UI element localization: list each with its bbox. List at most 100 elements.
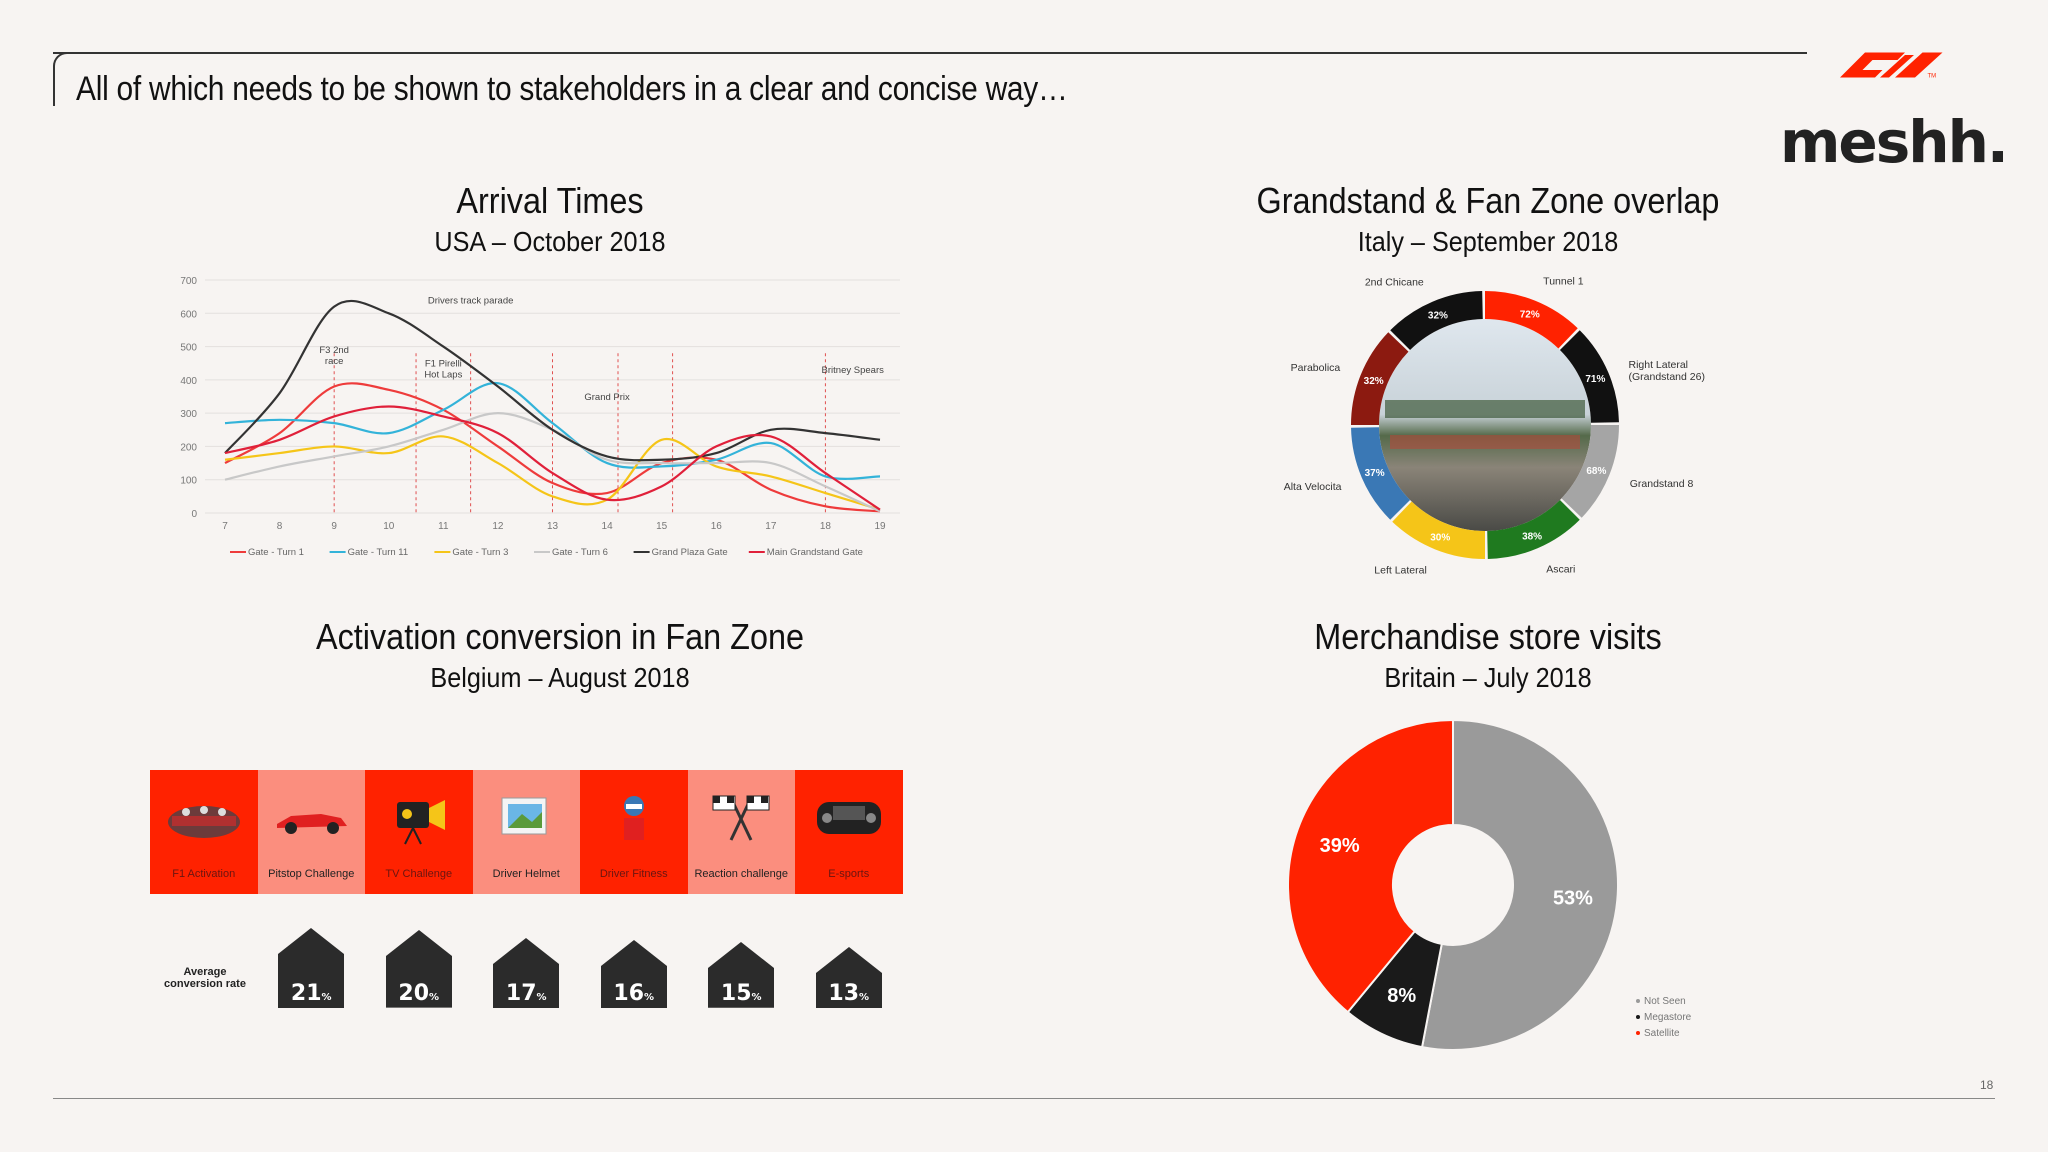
legend-label: Not Seen xyxy=(1644,996,1686,1007)
conversion-value: 16% xyxy=(613,980,655,1006)
arrival-times-subtitle: USA – October 2018 xyxy=(434,226,666,257)
activation-tile: Reaction challenge xyxy=(687,770,795,894)
conversion-house: 13% xyxy=(815,947,882,1008)
legend-entry: Gate - Turn 6 xyxy=(534,547,608,558)
slide-frame-corner xyxy=(53,52,73,106)
donut-slice xyxy=(1287,718,1454,1014)
x-tick-label: 18 xyxy=(820,521,832,532)
x-tick-label: 17 xyxy=(765,521,777,532)
segment-value: 72% xyxy=(1520,310,1540,321)
slide-title: All of which needs to be shown to stakeh… xyxy=(76,70,1068,108)
y-tick-label: 100 xyxy=(180,476,197,487)
legend-swatch xyxy=(1636,1031,1640,1035)
x-tick-label: 16 xyxy=(711,521,723,532)
ring-segment xyxy=(1390,291,1483,351)
legend-entry: Grand Plaza Gate xyxy=(633,547,728,558)
arrival-times-title: Arrival Times xyxy=(456,180,644,221)
page-number: 18 xyxy=(1980,1078,1994,1092)
y-tick-label: 500 xyxy=(180,343,197,354)
activation-icon xyxy=(594,788,674,848)
legend-entry: Main Grandstand Gate xyxy=(748,547,863,558)
overlap-subtitle: Italy – September 2018 xyxy=(1357,226,1619,257)
legend-label: Grand Plaza Gate xyxy=(652,547,728,558)
segment-value: 30% xyxy=(1430,532,1450,543)
x-tick-label: 10 xyxy=(383,521,395,532)
annotation-label: F1 Pirelli Hot Laps xyxy=(424,359,462,381)
segment-label: Grandstand 8 xyxy=(1630,478,1694,490)
annotation-label: F3 2nd race xyxy=(319,345,349,367)
legend-entry: Satellite xyxy=(1636,1028,1680,1039)
segment-value: 71% xyxy=(1585,374,1605,385)
activation-subtitle: Belgium – August 2018 xyxy=(430,662,690,693)
activation-tile-label: Driver Fitness xyxy=(599,868,668,880)
legend-entry: Megastore xyxy=(1636,1012,1692,1023)
series-line-grand-plaza-gate xyxy=(224,299,881,462)
x-tick-label: 15 xyxy=(656,521,668,532)
y-tick-label: 600 xyxy=(180,309,197,320)
annotation-label: Britney Spears xyxy=(822,365,885,376)
donut-value-label: 8% xyxy=(1387,985,1416,1007)
x-tick-label: 19 xyxy=(874,521,886,532)
activation-tile-label: Reaction challenge xyxy=(694,868,789,880)
activation-icon xyxy=(486,788,566,848)
ring-segment xyxy=(1351,332,1409,425)
activation-tile-label: Driver Helmet xyxy=(492,868,560,880)
legend-entry: Gate - Turn 11 xyxy=(329,547,408,558)
ring-segment xyxy=(1561,425,1619,518)
legend-swatch xyxy=(1636,999,1640,1003)
legend-entry: Not Seen xyxy=(1636,996,1686,1007)
annotation-label: Grand Prix xyxy=(584,392,630,403)
activation-tile: Driver Helmet xyxy=(472,770,580,894)
segment-value: 32% xyxy=(1428,311,1448,322)
ring-segment xyxy=(1351,427,1411,520)
footer-line xyxy=(53,1098,1995,1099)
slide-frame-top-line xyxy=(53,52,1807,54)
segment-value: 32% xyxy=(1364,376,1384,387)
ring-segment xyxy=(1487,499,1580,559)
legend-label: Megastore xyxy=(1644,1012,1692,1023)
legend-label: Gate - Turn 1 xyxy=(248,547,304,558)
legend-entry: Gate - Turn 3 xyxy=(434,547,508,558)
series-line-gate-turn-1 xyxy=(224,382,881,513)
photo-crowd xyxy=(1390,435,1580,449)
activation-icon xyxy=(809,788,889,848)
donut-slice xyxy=(1420,718,1619,1051)
activation-icon xyxy=(164,788,244,848)
segment-value: 68% xyxy=(1586,466,1606,477)
x-tick-label: 8 xyxy=(277,521,283,532)
activation-icon xyxy=(271,788,351,848)
x-tick-label: 11 xyxy=(438,521,449,532)
merch-donut-chart: 53% 8% 39% Not Seen Megastore Satellite xyxy=(1287,718,1692,1051)
conversion-value: 13% xyxy=(828,980,870,1006)
activation-title: Activation conversion in Fan Zone xyxy=(315,616,805,657)
conversion-house: 20% xyxy=(385,930,452,1008)
ring-segment xyxy=(1392,501,1485,559)
legend-label: Main Grandstand Gate xyxy=(767,547,863,558)
x-tick-label: 14 xyxy=(602,521,614,532)
conversion-house: 17% xyxy=(493,937,560,1008)
activation-tile-label: Pitstop Challenge xyxy=(268,868,355,880)
merch-title: Merchandise store visits xyxy=(1314,616,1662,657)
conversion-value: 15% xyxy=(720,980,762,1006)
legend-entry: Gate - Turn 1 xyxy=(230,547,304,558)
segment-label: Left Lateral xyxy=(1374,565,1427,577)
conversion-value: 20% xyxy=(398,980,440,1006)
activation-tile-label: TV Challenge xyxy=(385,868,453,880)
y-tick-label: 200 xyxy=(180,442,197,453)
conversion-house: 21% xyxy=(278,928,345,1008)
donut-value-label: 53% xyxy=(1553,887,1593,909)
average-conversion-label: Average conversion rate xyxy=(164,966,246,990)
conversion-value: 21% xyxy=(290,981,332,1006)
activation-tile: Pitstop Challenge xyxy=(257,770,365,894)
x-tick-label: 13 xyxy=(547,521,559,532)
segment-value: 38% xyxy=(1522,531,1542,542)
segment-label: Right Lateral (Grandstand 26) xyxy=(1628,359,1704,383)
donut-value-label: 39% xyxy=(1320,835,1360,857)
x-tick-label: 7 xyxy=(222,521,228,532)
segment-label: 2nd Chicane xyxy=(1365,277,1424,289)
y-tick-label: 700 xyxy=(180,276,197,287)
conversion-house: 16% xyxy=(600,939,667,1008)
activation-tile: Driver Fitness xyxy=(580,770,688,894)
activation-icon xyxy=(379,788,459,848)
activation-tile: F1 Activation xyxy=(150,770,258,894)
